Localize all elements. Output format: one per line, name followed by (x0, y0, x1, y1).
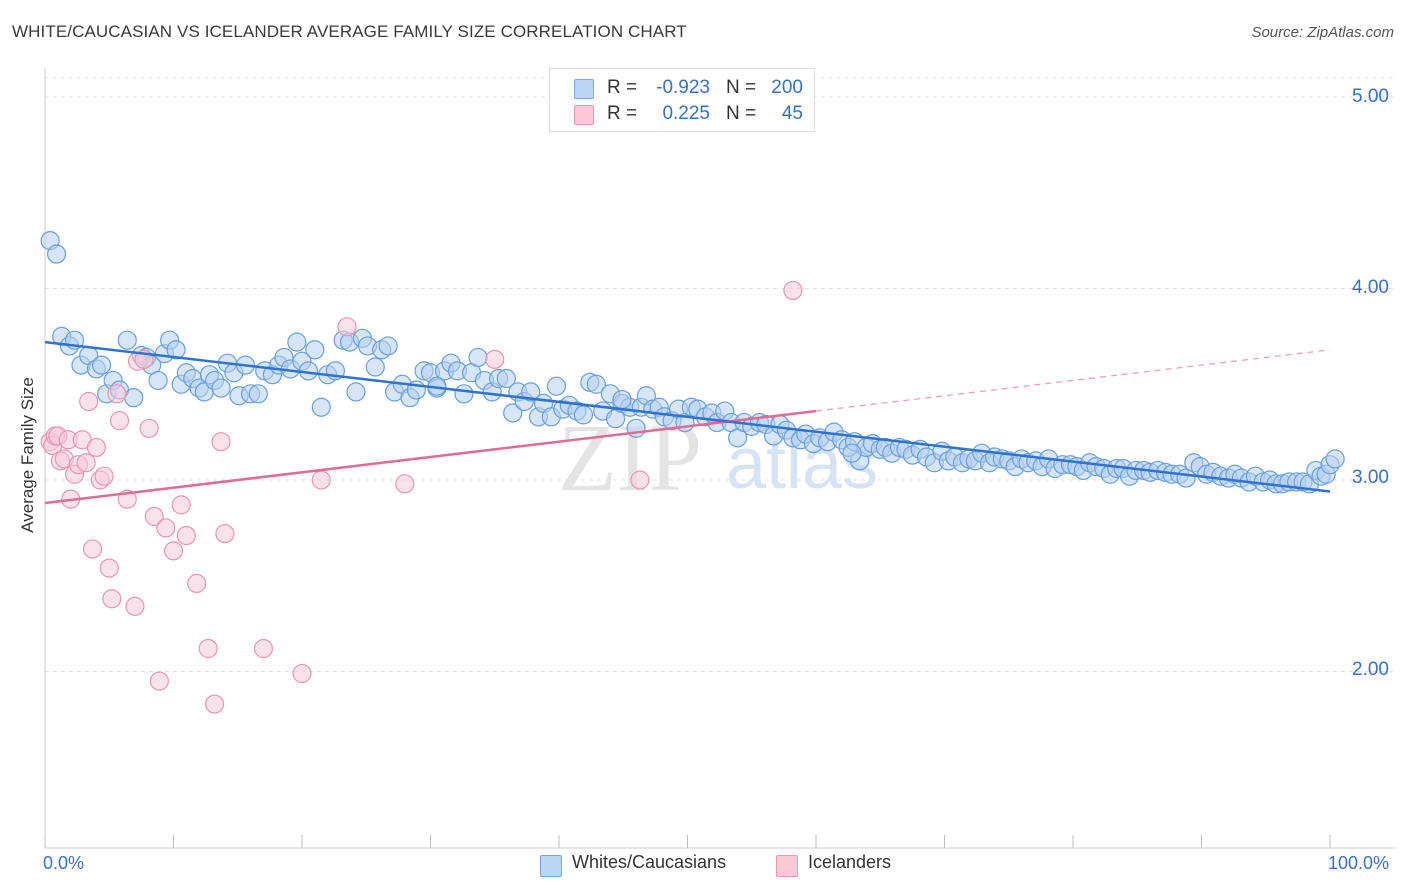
icelander-point (337, 317, 357, 337)
white-point (503, 403, 523, 423)
icelander-point (86, 437, 107, 458)
legend-swatch-whites (540, 855, 562, 877)
icelander-point (76, 453, 96, 473)
correlation-legend: R = -0.923 N = 200 R = 0.225 N = 45 (549, 68, 815, 132)
legend-n-label: N = (726, 103, 757, 124)
white-point (124, 388, 144, 408)
white-point (305, 340, 325, 360)
y-tick-4: 4.00 (1352, 277, 1389, 298)
white-point (346, 382, 366, 402)
icelander-point (395, 474, 415, 494)
icelander-point (485, 349, 505, 369)
axes (44, 68, 1395, 849)
white-point (468, 347, 488, 368)
icelander-point (79, 391, 99, 412)
y-axis-label: Average Family Size (18, 377, 37, 533)
icelander-point (211, 432, 231, 452)
icelander-trend-line (44, 409, 817, 505)
trend-lines (44, 340, 1331, 505)
white-point (573, 405, 594, 425)
x-tick-max: 100.0% (1328, 853, 1390, 873)
white-point (166, 340, 186, 360)
white-point (521, 382, 541, 402)
icelander-point (156, 518, 176, 538)
legend-swatch-icelanders (776, 855, 798, 877)
white-point (248, 384, 268, 404)
white-point (1325, 449, 1345, 469)
icelander-point (215, 524, 235, 544)
legend-r-value: 0.225 (662, 103, 710, 124)
icelander-point (107, 384, 127, 404)
icelander-point (198, 638, 218, 659)
icelander-point (125, 596, 145, 616)
legend-swatch-icelanders (574, 105, 594, 125)
white-point (612, 389, 632, 410)
icelander-point (99, 558, 119, 578)
chart-title: WHITE/CAUCASIAN VS ICELANDER AVERAGE FAM… (12, 22, 687, 41)
white-point (546, 376, 567, 396)
icelander-point (109, 411, 130, 431)
icelander-point (292, 663, 312, 684)
white-point (586, 374, 606, 394)
legend-n-value: 200 (771, 77, 803, 98)
icelander-point (176, 525, 196, 546)
white-point (454, 384, 474, 404)
icelander-point (311, 470, 331, 490)
icelander-point (139, 418, 159, 438)
white-point (311, 397, 331, 417)
icelander-point (82, 539, 103, 559)
legend-row-icelanders: R = 0.225 N = 45 (550, 101, 814, 127)
legend-swatch-whites (574, 79, 594, 99)
icelander-point (102, 589, 122, 609)
x-tick-min: 0.0% (43, 853, 85, 873)
icelander-point (253, 638, 274, 659)
icelander-trend-extension (815, 349, 1331, 412)
white-point (287, 332, 307, 352)
grid-lines (45, 77, 1395, 672)
legend-r-label: R = (607, 103, 638, 124)
icelander-point (144, 506, 164, 526)
legend-r-value: -0.923 (656, 77, 710, 98)
source-label: Source: ZipAtlas.com (1251, 24, 1394, 41)
y-tick-2: 2.00 (1352, 659, 1389, 680)
icelander-point (205, 694, 225, 714)
white-point (626, 418, 646, 438)
icelander-point (783, 280, 803, 301)
white-point (496, 368, 516, 389)
legend-r-label: R = (607, 77, 638, 98)
white-point (211, 378, 231, 398)
white-point (365, 357, 385, 377)
icelander-point (149, 671, 169, 691)
legend-label-whites: Whites/Caucasians (572, 852, 727, 872)
white-point (148, 370, 168, 391)
icelander-point (94, 466, 114, 486)
y-tick-5: 5.00 (1352, 86, 1389, 107)
legend-n-label: N = (726, 77, 757, 98)
white-point (91, 355, 112, 375)
icelander-point (171, 495, 191, 515)
white-point (842, 443, 862, 463)
white-point (378, 336, 398, 356)
icelander-point (187, 573, 207, 594)
icelander-point (630, 470, 650, 490)
y-tick-3: 3.00 (1352, 467, 1389, 488)
icelander-point (163, 541, 184, 561)
legend-row-whites: R = -0.923 N = 200 (550, 75, 814, 101)
white-point (117, 330, 137, 350)
white-point (46, 244, 67, 264)
legend-n-value: 45 (781, 103, 803, 124)
whites-trend-line (44, 340, 1331, 493)
legend-label-icelanders: Icelanders (808, 852, 892, 872)
